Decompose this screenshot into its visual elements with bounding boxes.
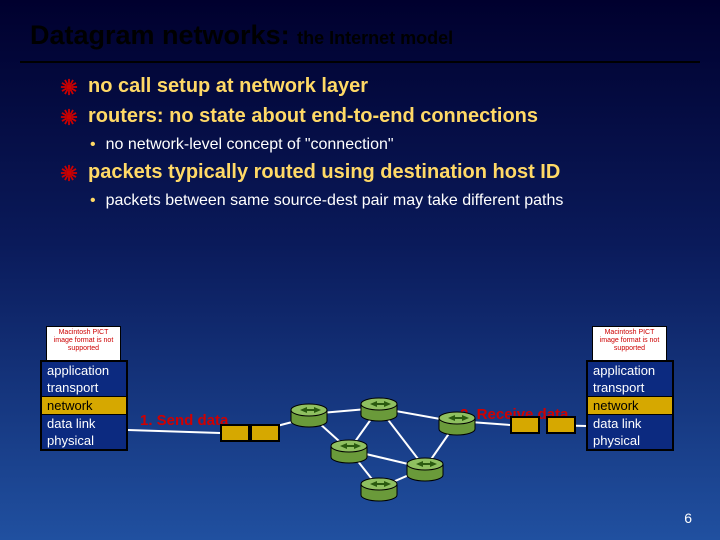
sub-bullet: • no network-level concept of "connection… [90,135,690,155]
router-icon [406,456,444,480]
router-icon [290,402,328,426]
bullet-text: packets typically routed using destinati… [88,161,560,184]
title-sub: the Internet model [297,28,453,48]
sub-bullet: • packets between same source-dest pair m… [90,191,690,211]
sunburst-icon [60,108,78,131]
send-label: 1. Send data [140,412,228,429]
sub-bullet-list: • packets between same source-dest pair m… [90,191,690,211]
router-icon [360,476,398,500]
sunburst-icon [60,78,78,101]
slide-title: Datagram networks: the Internet model [0,0,720,57]
bullet-list: no call setup at network layer routers: n… [0,63,720,211]
diagram: Macintosh PICT image format is not suppo… [0,320,720,520]
packet-box [546,416,576,434]
bullet-dot-icon: • [90,135,96,155]
router-icon [330,438,368,462]
sunburst-icon [60,164,78,187]
sub-bullet-list: • no network-level concept of "connection… [90,135,690,155]
bullet-text: routers: no state about end-to-end conne… [88,105,538,128]
router-icon [360,396,398,420]
sub-bullet-text: packets between same source-dest pair ma… [106,191,564,211]
bullet: packets typically routed using destinati… [60,161,690,187]
sub-bullet-text: no network-level concept of "connection" [106,135,394,155]
bullet-dot-icon: • [90,191,96,211]
bullet: routers: no state about end-to-end conne… [60,105,690,131]
bullet-text: no call setup at network layer [88,75,368,98]
packet-box [510,416,540,434]
bullet: no call setup at network layer [60,75,690,101]
packet-box [250,424,280,442]
page-number: 6 [684,510,692,526]
title-main: Datagram networks: [30,20,297,50]
packet-box [220,424,250,442]
router-icon [438,410,476,434]
